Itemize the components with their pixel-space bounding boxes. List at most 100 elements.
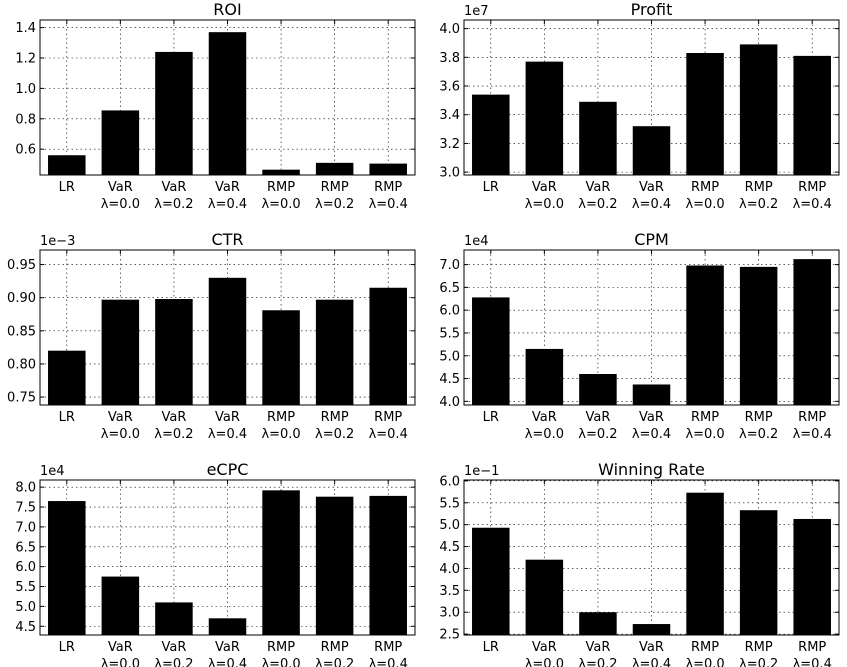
xtick-label-lambda: λ=0.4 <box>369 197 408 212</box>
ytick-label: 6.5 <box>439 281 460 296</box>
ytick-label: 6.0 <box>439 304 460 319</box>
ytick-label: 0.6 <box>15 143 36 158</box>
bar <box>48 501 86 635</box>
ytick-label: 3.2 <box>439 137 460 152</box>
axis-scale-label: 1e4 <box>40 464 65 479</box>
xtick-label: RMP <box>374 640 402 655</box>
axis-scale-label: 1e−1 <box>464 464 499 479</box>
xtick-label-lambda: λ=0.4 <box>793 657 832 667</box>
bar <box>472 297 510 405</box>
xtick-label: VaR <box>161 410 186 425</box>
xtick-label-lambda: λ=0.0 <box>261 657 300 667</box>
bar <box>739 510 778 635</box>
subplot-cpm: 4.0 4.5 5.0 5.5 6.0 6.5 7.0 LR VaR λ=0.0 VaR λ=0.2 V… <box>439 230 840 442</box>
ytick-label: 4.0 <box>439 22 460 37</box>
xtick-label: VaR <box>108 180 133 195</box>
ytick-label: 5.5 <box>439 326 460 341</box>
bar <box>208 32 247 176</box>
bar <box>579 101 617 175</box>
xtick-label-lambda: λ=0.2 <box>578 657 617 667</box>
xtick-label-lambda: λ=0.0 <box>101 197 140 212</box>
bar <box>472 527 510 635</box>
xtick-label-lambda: λ=0.2 <box>739 427 778 442</box>
xtick-label: RMP <box>321 410 349 425</box>
ytick-label: 7.0 <box>439 258 460 273</box>
ytick-label: 4.5 <box>439 540 460 555</box>
xtick-label: VaR <box>585 180 610 195</box>
subplot-title: CPM <box>634 230 669 249</box>
xtick-label-lambda: λ=0.4 <box>632 657 671 667</box>
ytick-label: 7.5 <box>15 501 36 516</box>
bar <box>579 374 617 405</box>
xtick-label-lambda: λ=0.4 <box>208 197 247 212</box>
xtick-label: RMP <box>374 410 402 425</box>
xtick-label: VaR <box>532 180 557 195</box>
subplot-title: Profit <box>631 0 673 19</box>
ytick-label: 4.0 <box>439 562 460 577</box>
axis-scale-label: 1e−3 <box>40 234 75 249</box>
bar <box>369 163 407 175</box>
xtick-label: VaR <box>532 410 557 425</box>
xtick-label: LR <box>59 180 75 195</box>
xtick-label-lambda: λ=0.0 <box>261 427 300 442</box>
xtick-label: VaR <box>639 410 664 425</box>
xtick-label: VaR <box>215 410 240 425</box>
xtick-label-lambda: λ=0.2 <box>154 427 193 442</box>
bar <box>686 265 724 405</box>
bar <box>632 126 671 175</box>
xtick-label: LR <box>59 410 75 425</box>
bar <box>525 61 564 175</box>
ytick-label: 2.5 <box>439 628 460 643</box>
xtick-label: VaR <box>639 180 664 195</box>
ytick-label: 0.80 <box>7 357 36 372</box>
bar <box>525 348 564 405</box>
xtick-label-lambda: λ=0.4 <box>208 657 247 667</box>
ytick-label: 5.0 <box>439 349 460 364</box>
bar <box>208 618 247 635</box>
xtick-label-lambda: λ=0.4 <box>369 427 408 442</box>
bar <box>686 492 724 635</box>
bar <box>48 155 86 175</box>
xtick-label: VaR <box>585 410 610 425</box>
xtick-label-lambda: λ=0.0 <box>685 197 724 212</box>
ytick-label: 0.75 <box>7 391 36 406</box>
ytick-label: 3.0 <box>439 166 460 181</box>
bar <box>155 51 193 175</box>
ytick-label: 3.0 <box>439 606 460 621</box>
subplot-title: CTR <box>211 230 243 249</box>
bar <box>793 55 831 175</box>
subplot-ctr: 0.75 0.80 0.85 0.90 0.95 LR VaR λ=0.0 VaR λ=0.2 Va… <box>7 230 416 442</box>
ytick-label: 3.4 <box>439 108 460 123</box>
xtick-label: RMP <box>798 180 826 195</box>
ytick-label: 1.0 <box>15 82 36 97</box>
xtick-label: RMP <box>691 180 719 195</box>
ytick-label: 5.0 <box>15 600 36 615</box>
ytick-label: 6.5 <box>15 540 36 555</box>
xtick-label-lambda: λ=0.2 <box>578 427 617 442</box>
subplot-winning-rate: 2.5 3.0 3.5 4.0 4.5 5.0 5.5 6.0 LR VaR λ=0.0 VaR λ=0… <box>439 460 840 667</box>
bar <box>686 53 724 175</box>
bar <box>101 299 140 405</box>
xtick-label: RMP <box>267 180 295 195</box>
bar <box>525 559 564 635</box>
xtick-label-lambda: λ=0.2 <box>315 657 354 667</box>
ytick-label: 4.5 <box>439 372 460 387</box>
bar <box>208 277 247 405</box>
xtick-label: RMP <box>321 640 349 655</box>
xtick-label-lambda: λ=0.0 <box>101 427 140 442</box>
ytick-label: 0.8 <box>15 112 36 127</box>
xtick-label-lambda: λ=0.0 <box>101 657 140 667</box>
xtick-label: LR <box>483 180 499 195</box>
xtick-label-lambda: λ=0.2 <box>154 657 193 667</box>
axis-scale-label: 1e4 <box>464 234 489 249</box>
xtick-label-lambda: λ=0.2 <box>739 657 778 667</box>
xtick-label-lambda: λ=0.0 <box>261 197 300 212</box>
xtick-label: RMP <box>745 410 773 425</box>
bar <box>315 299 354 405</box>
xtick-label-lambda: λ=0.2 <box>315 427 354 442</box>
xtick-label-lambda: λ=0.4 <box>793 427 832 442</box>
xtick-label: VaR <box>639 640 664 655</box>
xtick-label: RMP <box>798 410 826 425</box>
ytick-label: 5.5 <box>15 580 36 595</box>
ytick-label: 3.8 <box>439 51 460 66</box>
